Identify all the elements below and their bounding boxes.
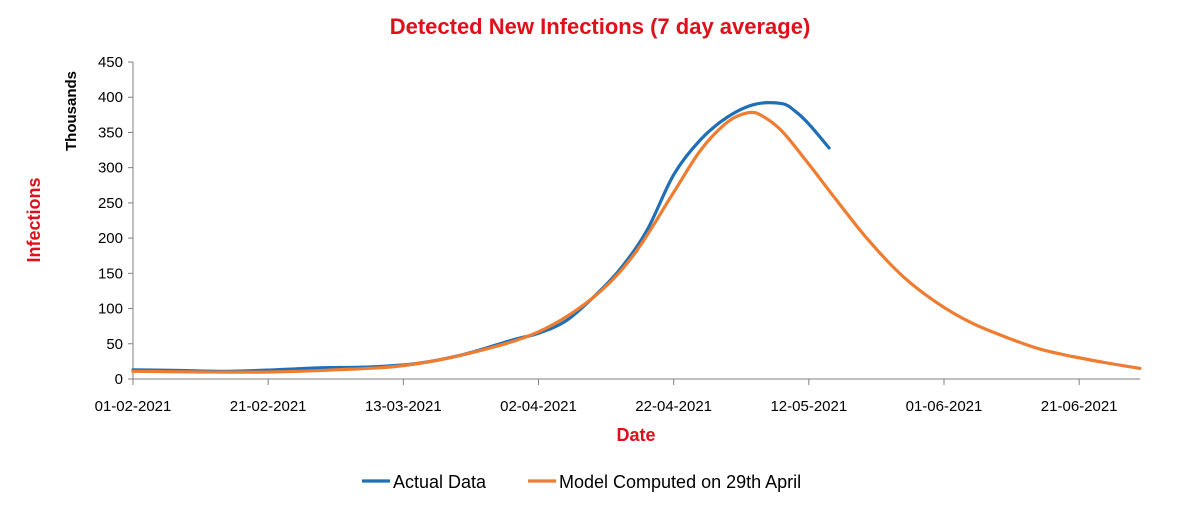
x-tick-label: 12-05-2021 bbox=[770, 398, 847, 415]
x-tick-label: 21-06-2021 bbox=[1041, 398, 1118, 415]
chart-title: Detected New Infections (7 day average) bbox=[390, 14, 811, 39]
x-tick-label: 13-03-2021 bbox=[365, 398, 442, 415]
x-tick-label: 02-04-2021 bbox=[500, 398, 577, 415]
legend-label: Actual Data bbox=[393, 472, 487, 492]
y-axis-title: Infections bbox=[24, 177, 44, 262]
y-unit-label: Thousands bbox=[63, 71, 80, 151]
y-axis-ticks: 0 50 100 150 200 250 300 350 400 450 bbox=[98, 54, 133, 388]
series-line-model bbox=[131, 110, 1142, 374]
y-tick-label: 50 bbox=[106, 336, 123, 353]
y-tick-label: 250 bbox=[98, 195, 123, 212]
x-axis-title: Date bbox=[616, 425, 655, 445]
series-layer bbox=[131, 101, 1142, 374]
legend: Actual Data Model Computed on 29th April bbox=[362, 472, 801, 492]
y-tick-label: 450 bbox=[98, 54, 123, 71]
y-tick-label: 200 bbox=[98, 230, 123, 247]
x-tick-label: 21-02-2021 bbox=[230, 398, 307, 415]
y-tick-label: 400 bbox=[98, 89, 123, 106]
y-tick-label: 100 bbox=[98, 301, 123, 318]
y-tick-label: 0 bbox=[115, 371, 123, 388]
legend-label: Model Computed on 29th April bbox=[559, 472, 801, 492]
series-line-actual-data bbox=[131, 101, 831, 373]
x-tick-label: 01-06-2021 bbox=[906, 398, 983, 415]
y-tick-label: 300 bbox=[98, 160, 123, 177]
x-axis-ticks: 01-02-2021 21-02-2021 13-03-2021 02-04-2021… bbox=[95, 379, 1118, 415]
x-tick-label: 01-02-2021 bbox=[95, 398, 172, 415]
x-tick-label: 22-04-2021 bbox=[635, 398, 712, 415]
y-tick-label: 350 bbox=[98, 124, 123, 141]
y-tick-label: 150 bbox=[98, 265, 123, 282]
